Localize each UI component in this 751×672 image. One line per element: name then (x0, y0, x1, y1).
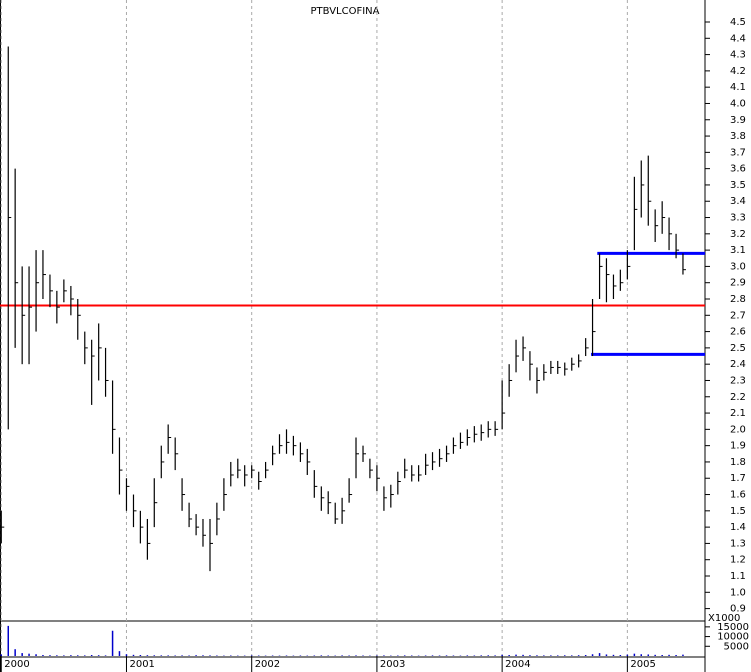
y-tick-label: 2.5 (730, 343, 746, 354)
y-tick-label: 3.5 (730, 180, 746, 191)
y-tick-label: 1.7 (730, 473, 746, 484)
x-tick-label: 2005 (630, 659, 655, 670)
y-tick-label: 1.1 (730, 571, 746, 582)
y-tick-label: 2.2 (730, 392, 746, 403)
x-tick-label: 2003 (380, 659, 405, 670)
y-tick-label: 2.0 (730, 424, 746, 435)
y-tick-label: 1.0 (730, 587, 746, 598)
y-tick-label: 3.1 (730, 245, 746, 256)
volume-y-tick-label: 10000 (717, 632, 749, 643)
x-tick-label: 2004 (505, 659, 530, 670)
y-tick-label: 1.3 (730, 538, 746, 549)
y-tick-label: 2.1 (730, 408, 746, 419)
y-tick-label: 3.2 (730, 229, 746, 240)
volume-unit-label: X1000 (708, 613, 740, 624)
volume-y-tick-label: 5000 (724, 641, 749, 652)
x-tick-label: 2001 (129, 659, 154, 670)
y-tick-label: 2.7 (730, 310, 746, 321)
y-tick-label: 4.3 (730, 50, 746, 61)
y-tick-label: 1.2 (730, 555, 746, 566)
y-tick-label: 0.9 (730, 604, 746, 615)
y-tick-label: 3.7 (730, 147, 746, 158)
y-tick-label: 4.0 (730, 98, 746, 109)
y-tick-label: 4.1 (730, 82, 746, 93)
y-tick-label: 1.9 (730, 441, 746, 452)
y-tick-label: 4.4 (730, 33, 746, 44)
y-tick-label: 2.9 (730, 278, 746, 289)
y-tick-label: 2.6 (730, 327, 746, 338)
x-tick-label: 2002 (255, 659, 280, 670)
y-tick-label: 3.9 (730, 115, 746, 126)
y-tick-label: 1.8 (730, 457, 746, 468)
y-tick-label: 2.3 (730, 375, 746, 386)
y-tick-label: 4.2 (730, 66, 746, 77)
y-tick-label: 3.4 (730, 196, 746, 207)
y-tick-label: 3.8 (730, 131, 746, 142)
y-tick-label: 3.0 (730, 261, 746, 272)
y-tick-label: 1.5 (730, 506, 746, 517)
y-tick-label: 3.3 (730, 213, 746, 224)
y-tick-label: 1.4 (730, 522, 746, 533)
y-tick-label: 4.5 (730, 17, 746, 28)
y-tick-label: 1.6 (730, 490, 746, 501)
y-tick-label: 2.8 (730, 294, 746, 305)
x-tick-label: 2000 (4, 659, 29, 670)
y-tick-label: 2.4 (730, 359, 746, 370)
chart-title: PTBVLCOFINA (311, 6, 380, 17)
y-tick-label: 3.6 (730, 164, 746, 175)
volume-y-tick-label: 15000 (717, 622, 749, 633)
